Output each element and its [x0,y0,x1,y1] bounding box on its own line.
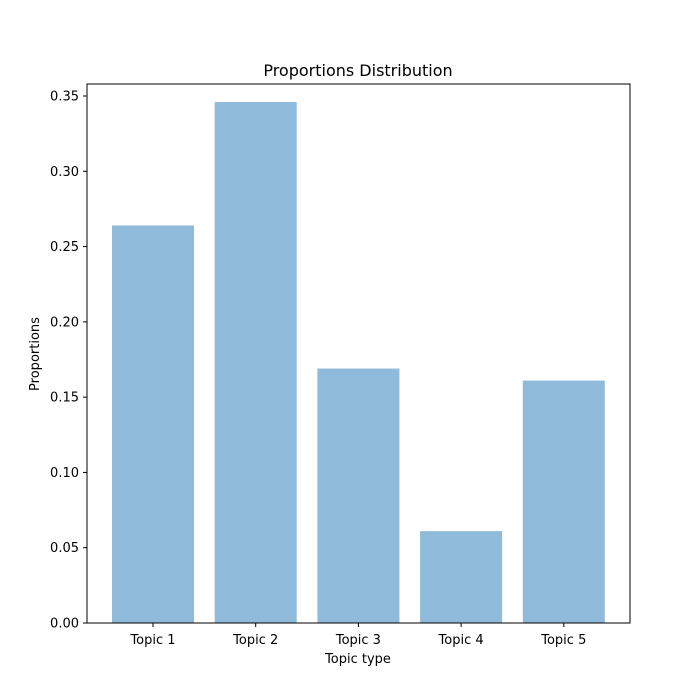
y-axis-label: Proportions [28,317,43,391]
y-tick-label-7: 0.30 [50,165,79,180]
y-tick-label-6: 0.25 [50,240,79,255]
y-tick-label-2: 0.05 [50,541,79,556]
chart-title: Proportions Distribution [263,61,452,80]
y-tick-label-3: 0.10 [50,466,79,481]
x-tick-label-5: Topic 5 [540,633,586,648]
x-tick-label-3: Topic 3 [335,633,381,648]
x-tick-label-4: Topic 4 [438,633,484,648]
bars-group [112,102,605,624]
x-axis-label: Topic type [324,652,391,667]
bar-2 [214,102,297,623]
bar-1 [112,225,194,624]
bar-3 [317,368,400,623]
bar-4 [420,531,503,623]
y-tick-label-4: 0.15 [50,391,79,406]
y-axis: 0.00 0.05 0.10 0.15 0.20 0.25 0.30 0.35 [50,90,87,632]
x-axis: Topic 1 Topic 2 Topic 3 Topic 4 Topic 5 [129,623,586,648]
y-tick-label-1: 0.00 [50,617,79,632]
y-tick-label-5: 0.20 [50,315,79,330]
y-tick-label-8: 0.35 [50,90,79,105]
x-tick-label-2: Topic 2 [232,633,278,648]
bar-5 [522,380,605,623]
x-tick-label-1: Topic 1 [129,633,175,648]
